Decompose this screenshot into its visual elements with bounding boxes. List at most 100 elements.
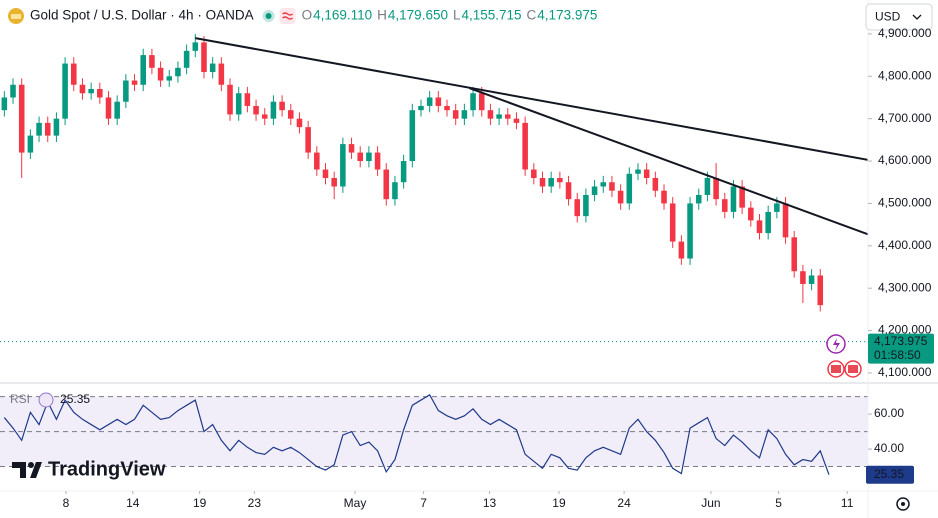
candle-body [114, 101, 120, 119]
candle-body [548, 177, 554, 187]
candle-body [522, 122, 528, 170]
rsi-line [3, 393, 830, 475]
candle-body [652, 177, 659, 191]
rsi-y-tick-label: 60.00 [874, 406, 904, 420]
candle-body [609, 182, 615, 191]
candle-body [261, 114, 268, 119]
candle-body [496, 114, 502, 119]
settings-button[interactable] [896, 497, 910, 511]
candle-body [140, 55, 146, 85]
candle-body [357, 152, 363, 162]
ohlc-value: 4,169.110 [313, 8, 372, 23]
ohlc-key: H [377, 8, 387, 23]
y-tick-label: 4,900.000 [878, 26, 932, 40]
candle-body [183, 50, 190, 68]
candle-body [678, 241, 685, 259]
candle-body [79, 84, 86, 94]
candle-body [583, 194, 589, 217]
candle-body [383, 169, 390, 200]
data-flag-icon [282, 12, 294, 20]
rsi-value: 25.35 [60, 392, 90, 406]
rsi-value-box [866, 465, 914, 484]
ohlc-key: O [302, 8, 313, 23]
candle-body [435, 97, 442, 106]
candle-body [340, 144, 346, 187]
candle-body [235, 93, 242, 115]
data-flag[interactable] [279, 8, 296, 24]
x-tick-label: 19 [193, 496, 207, 510]
candle-body [539, 177, 546, 187]
candle-body [782, 203, 789, 238]
candle-body [765, 211, 771, 234]
candle-body [730, 186, 737, 212]
logo-icon [12, 462, 42, 478]
countdown-label: 01:58:50 [874, 348, 921, 362]
x-tick-label: 8 [63, 496, 70, 510]
candle-body [279, 101, 285, 111]
candle-body [626, 173, 633, 204]
candle-body [18, 84, 25, 153]
currency-label[interactable]: USD [875, 10, 901, 24]
candle-body [722, 199, 728, 212]
candle-body [374, 152, 381, 170]
candle-body [817, 275, 824, 306]
candle-body [270, 101, 277, 119]
candle-body [322, 169, 329, 178]
flag-icon [831, 365, 841, 373]
currency-chevron [912, 14, 922, 20]
candle-body [71, 63, 77, 85]
candle-body [687, 203, 693, 259]
candle-body [617, 190, 624, 204]
candle-body [244, 93, 251, 106]
y-tick-label: 4,800.000 [878, 68, 932, 82]
y-tick-label: 4,100.000 [878, 365, 932, 379]
candle-body [296, 118, 303, 128]
candle-body [88, 88, 94, 94]
candle-body [531, 169, 537, 178]
ohlc-value: 4,155.715 [461, 8, 521, 23]
x-tick-label: 19 [552, 496, 566, 510]
candle-body [643, 169, 650, 178]
candle-body [713, 177, 719, 200]
candle-body [131, 80, 138, 85]
x-tick-label: 5 [775, 496, 782, 510]
candle-body [44, 122, 51, 136]
candle-body [574, 199, 580, 217]
candle-body [305, 127, 311, 153]
candle-body [478, 93, 485, 111]
trendline [469, 87, 868, 236]
candle-body [192, 42, 199, 51]
x-tick-label: 7 [420, 496, 427, 510]
candle-body [756, 220, 763, 234]
x-tick-label: 24 [617, 496, 631, 510]
candle-body [695, 194, 702, 204]
candle-body [400, 161, 407, 183]
candle-body [288, 110, 294, 119]
candle-body [505, 114, 511, 119]
market-status-dot [265, 13, 272, 19]
y-tick-label: 4,600.000 [878, 153, 932, 167]
price-box-label: 4,173.975 [874, 334, 928, 348]
candle-body [166, 76, 173, 81]
candle-body [487, 110, 494, 119]
candle-body [209, 63, 216, 73]
x-tick-label: May [344, 496, 367, 510]
candle-body [426, 97, 433, 106]
x-tick-label: Jun [701, 496, 720, 510]
candle-body [635, 169, 641, 174]
candle-body [470, 93, 476, 111]
x-tick-label: 14 [126, 496, 140, 510]
candle-body [62, 63, 68, 119]
candle-body [149, 55, 155, 68]
candle-body [444, 105, 450, 111]
candle-body [175, 67, 181, 77]
rsi-pane [0, 393, 868, 475]
currency-button[interactable] [865, 3, 933, 31]
rsi-settings-icon[interactable] [38, 392, 54, 408]
ohlc-key: L [453, 8, 461, 23]
ohlc-value: 4,173.975 [537, 8, 597, 23]
x-tick-label: 23 [248, 496, 262, 510]
y-tick-label: 4,700.000 [878, 111, 932, 125]
